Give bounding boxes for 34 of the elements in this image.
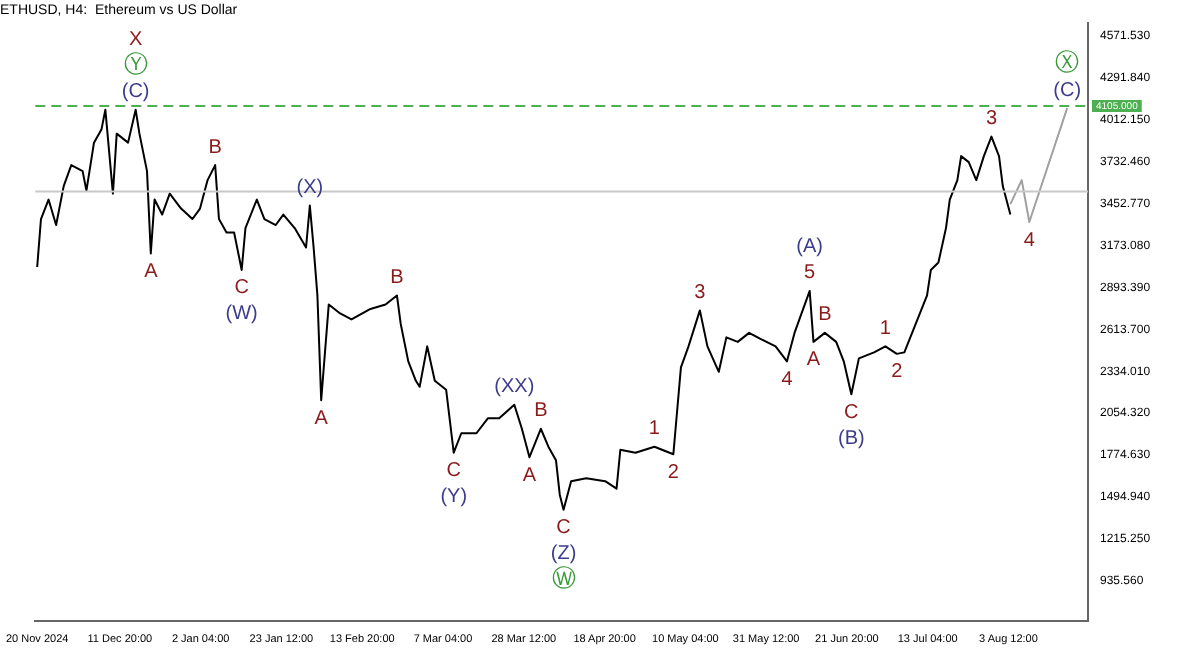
annotation: (X)	[296, 177, 324, 200]
annotation: A	[522, 464, 537, 487]
annotation: (Z)	[550, 543, 577, 566]
annotation: C	[556, 517, 571, 540]
annotation: 5	[804, 262, 817, 285]
annotation: Ⓦ	[551, 563, 576, 592]
annotation: 3	[985, 108, 998, 131]
annotation: 1	[648, 418, 661, 441]
annotation: A	[806, 349, 821, 372]
annotation: B	[818, 304, 833, 327]
annotation: C	[234, 277, 249, 300]
annotation: 4	[781, 368, 794, 391]
annotation: Ⓧ	[1055, 48, 1080, 77]
annotation: (XX)	[494, 376, 535, 399]
annotation: C	[844, 401, 859, 424]
annotation: (B)	[837, 427, 865, 450]
annotation: A	[314, 407, 329, 430]
annotation: (W)	[225, 303, 258, 326]
annotation: B	[208, 136, 223, 159]
annotation: 1	[879, 317, 892, 340]
annotation: B	[390, 266, 405, 289]
annotation: (A)	[796, 236, 824, 259]
annotation: A	[144, 260, 159, 283]
annotation: B	[534, 400, 549, 423]
annotation: X	[128, 29, 143, 52]
annotation: C	[446, 460, 461, 483]
annotation: Ⓨ	[123, 49, 148, 78]
annotation: (C)	[121, 81, 150, 104]
annotation: 2	[891, 361, 904, 384]
annotation: (C)	[1053, 79, 1082, 102]
annotation: 3	[694, 281, 707, 304]
annotation: (Y)	[440, 486, 468, 509]
annotation: 4	[1023, 229, 1036, 252]
annotation: 2	[667, 461, 680, 484]
